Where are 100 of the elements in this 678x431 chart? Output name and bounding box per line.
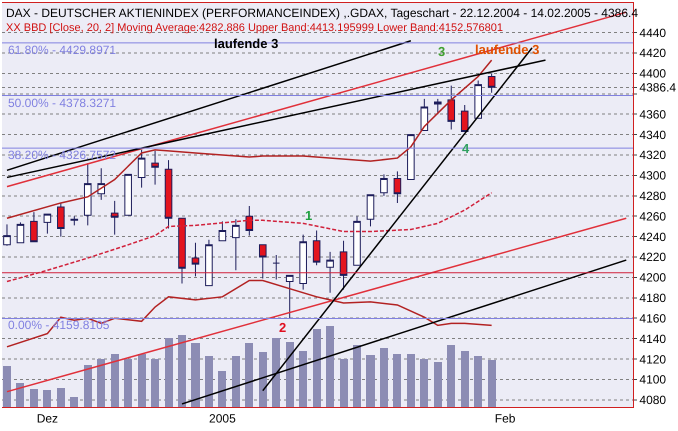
- bar: [313, 329, 321, 407]
- candlestick: [3, 224, 11, 246]
- candlestick: [178, 218, 186, 284]
- bar: [138, 354, 146, 407]
- candlestick: [246, 206, 254, 236]
- annotation: 61.80% - 4429.8971: [8, 43, 116, 57]
- bar: [259, 352, 267, 407]
- candlestick: [205, 239, 213, 286]
- candlestick: [124, 174, 132, 216]
- y-tick-label: 4300: [639, 168, 666, 183]
- y-tick-label: 4100: [639, 372, 666, 387]
- candlestick: [232, 218, 240, 271]
- candlestick: [353, 216, 361, 266]
- annotation: 1: [305, 208, 312, 223]
- candlestick: [84, 162, 92, 226]
- text: XX BBD [Close, 20, 2] Moving Average:4282.886 Upper Band:4413.195999 Lower Band:4152.576801: [6, 22, 503, 34]
- y-tick-label: 4080: [639, 393, 666, 408]
- bar: [3, 366, 11, 407]
- bar: [97, 359, 105, 407]
- bar: [218, 371, 226, 407]
- bar: [488, 360, 496, 407]
- y-tick-label: 4140: [639, 332, 666, 346]
- bar: [178, 335, 186, 407]
- y-tick-label: 4260: [639, 209, 666, 224]
- annotation: 2: [279, 320, 286, 335]
- bar: [393, 354, 401, 407]
- y-tick-label: 4400: [639, 66, 666, 81]
- candlestick: [407, 134, 415, 180]
- bar: [434, 362, 442, 407]
- bar: [366, 355, 375, 407]
- y-tick-label: 4440: [639, 26, 666, 40]
- bar: [191, 343, 200, 407]
- candlestick: [394, 170, 402, 204]
- bar: [461, 351, 469, 407]
- bar: [205, 356, 213, 407]
- bar: [474, 356, 482, 407]
- y-tick-label: 4360: [639, 107, 666, 122]
- bar: [151, 359, 159, 407]
- bar: [407, 354, 415, 407]
- candlestick: [110, 200, 118, 236]
- candlestick: [57, 202, 65, 238]
- bar: [340, 359, 348, 407]
- bar: [232, 356, 240, 407]
- candlestick: [474, 80, 482, 119]
- bar: [124, 359, 132, 407]
- candlestick: [488, 72, 496, 94]
- bar: [30, 389, 38, 407]
- candlestick: [380, 174, 388, 196]
- x-tick-label: 2005: [209, 411, 236, 426]
- y-tick-label: 4180: [639, 291, 666, 306]
- bar: [447, 345, 455, 407]
- candlestick: [70, 216, 78, 226]
- annotation: 50.00% - 4378.3271: [8, 96, 116, 110]
- y-tick-label: 4240: [639, 230, 666, 244]
- bar: [111, 354, 119, 407]
- candlestick: [44, 214, 52, 234]
- candlestick: [326, 251, 334, 294]
- bar: [43, 390, 51, 407]
- y-tick-label: 4200: [639, 270, 666, 285]
- bar: [380, 348, 388, 407]
- candlestick: [192, 242, 200, 277]
- y-tick-label: 4160: [639, 311, 666, 326]
- y-tick-label: 4320: [639, 148, 666, 162]
- y-tick-label: 4386.4: [639, 80, 676, 94]
- line-series: [6, 59, 492, 220]
- bar: [420, 359, 428, 407]
- candlestick: [16, 222, 24, 244]
- candlestick: [366, 194, 374, 227]
- annotation: 3: [438, 44, 446, 59]
- candlestick: [272, 254, 280, 280]
- candlestick: [258, 244, 267, 279]
- y-tick-label: 4220: [639, 250, 666, 264]
- candlestick: [299, 234, 307, 290]
- bar: [70, 397, 78, 407]
- annotation: laufende 3: [214, 36, 278, 51]
- candlestick: [164, 160, 172, 229]
- x-tick-label: Feb: [494, 411, 516, 426]
- candlestick: [312, 230, 320, 266]
- bar: [245, 343, 253, 407]
- candlestick: [420, 98, 428, 132]
- candlestick: [434, 98, 442, 115]
- candlestick: [138, 149, 146, 188]
- x-tick-label: Dez: [36, 411, 58, 426]
- candlestick: [447, 85, 456, 130]
- bar: [84, 365, 92, 407]
- y-tick-label: 4420: [639, 46, 666, 60]
- bar: [353, 345, 361, 407]
- candlestick: [30, 212, 38, 242]
- line-series: [6, 280, 492, 348]
- bar: [272, 338, 280, 407]
- y-tick-label: 4120: [639, 352, 666, 366]
- candlestick: [340, 240, 348, 290]
- candlestick: [218, 220, 226, 242]
- y-tick-label: 4280: [639, 189, 666, 204]
- bar: [299, 351, 307, 407]
- y-tick-label: 4340: [639, 128, 666, 142]
- bar: [57, 388, 65, 407]
- bar: [286, 342, 294, 407]
- bar: [326, 326, 334, 407]
- bar: [16, 383, 24, 407]
